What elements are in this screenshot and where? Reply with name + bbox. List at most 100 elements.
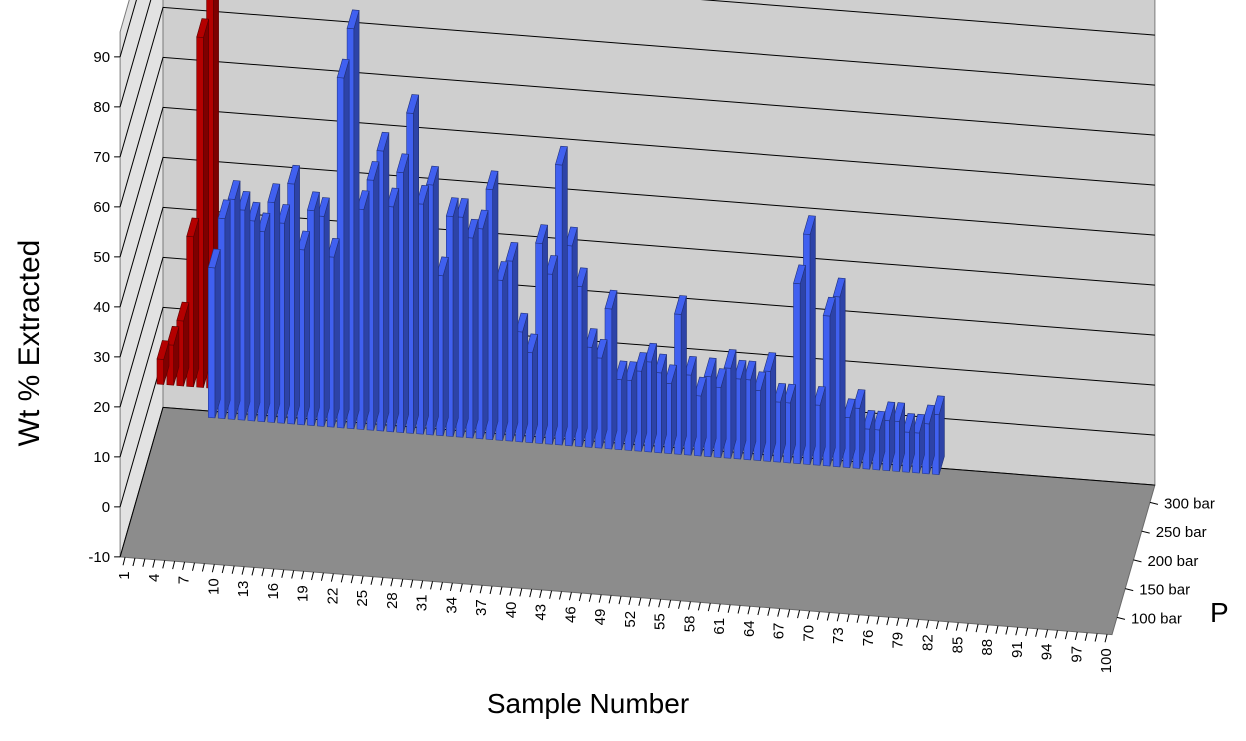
x-tick-label: 64 xyxy=(741,620,758,637)
bar-side xyxy=(353,10,360,429)
bar-top xyxy=(267,183,281,203)
x-tick-mark xyxy=(499,586,503,595)
bar-top xyxy=(156,340,170,360)
x-tick-mark xyxy=(995,625,999,634)
x-tick-mark xyxy=(261,568,265,577)
gridline xyxy=(119,0,1155,108)
bar-side xyxy=(203,19,209,388)
bar-side xyxy=(193,218,200,387)
x-tick-mark xyxy=(777,608,781,617)
bar-top xyxy=(803,215,816,235)
x-tick-mark xyxy=(221,564,225,574)
x-tick-mark xyxy=(836,613,840,622)
x-tick-mark xyxy=(311,571,314,581)
x-tick-label: 94 xyxy=(1038,644,1055,661)
x-tick-mark xyxy=(360,575,364,585)
bar-side xyxy=(264,213,271,422)
y-tick-label: 10 xyxy=(93,449,110,466)
bar-top xyxy=(713,368,727,388)
y-tick-label: 40 xyxy=(93,299,110,316)
bar-top xyxy=(693,376,707,397)
gridline xyxy=(119,206,1155,358)
bar-top xyxy=(227,180,241,200)
bar-front xyxy=(156,358,164,385)
bar-side xyxy=(522,313,529,443)
x-tick-mark xyxy=(648,598,652,607)
x-tick-mark xyxy=(697,602,701,611)
x-tick-mark xyxy=(588,593,592,602)
x-tick-mark xyxy=(152,559,156,568)
bar-side xyxy=(541,225,548,444)
bars-layer xyxy=(156,0,945,476)
x-tick-mark xyxy=(320,572,324,581)
bar-top xyxy=(247,201,261,222)
x-tick-label: 82 xyxy=(919,634,936,651)
x-tick-mark xyxy=(926,620,929,629)
x-tick-mark xyxy=(578,592,582,602)
x-tick-mark xyxy=(945,621,949,630)
bar-side xyxy=(333,238,340,428)
z-tick-mark xyxy=(1125,588,1134,592)
x-tick-mark xyxy=(469,584,473,593)
bar-top xyxy=(902,413,915,433)
x-tick-label: 25 xyxy=(354,590,371,607)
x-tick-mark xyxy=(727,604,731,613)
bar xyxy=(674,295,687,455)
x-tick-mark xyxy=(866,615,870,624)
bar-side xyxy=(343,59,350,429)
x-tick-label: 85 xyxy=(949,637,966,654)
x-tick-mark xyxy=(975,624,979,633)
bar-top xyxy=(515,312,529,333)
x-tick-mark xyxy=(439,582,443,591)
y-tick-label: -10 xyxy=(88,549,110,566)
x-tick-mark xyxy=(618,596,622,605)
bar-side xyxy=(611,290,618,450)
x-tick-mark xyxy=(816,611,820,620)
bar-top xyxy=(594,338,608,359)
bar-side xyxy=(581,268,588,447)
bar-top xyxy=(723,349,737,369)
x-tick-mark xyxy=(846,613,850,623)
x-tick-label: 28 xyxy=(384,592,401,609)
x-tick-label: 97 xyxy=(1068,646,1085,663)
bar-top xyxy=(366,161,380,181)
bar-top xyxy=(753,371,767,392)
x-tick-mark xyxy=(132,557,136,567)
x-tick-mark xyxy=(479,585,483,594)
bar-front xyxy=(208,267,216,419)
bar-top xyxy=(505,241,519,262)
z-tick-mark xyxy=(1149,501,1159,505)
bar-top xyxy=(176,301,190,322)
bar-side xyxy=(462,198,469,438)
x-tick-label: 31 xyxy=(414,595,431,612)
x-tick-label: 67 xyxy=(771,623,788,640)
bar-top xyxy=(436,256,449,277)
bar-top xyxy=(564,226,578,247)
bar-side xyxy=(393,188,400,432)
z-tick-label: 200 bar xyxy=(1147,553,1198,570)
bar-top xyxy=(445,197,459,217)
x-tick-label: 7 xyxy=(176,576,193,584)
x-tick-mark xyxy=(509,587,513,596)
x-tick-mark xyxy=(370,576,374,585)
z-tick-mark xyxy=(1141,530,1150,534)
bar-side xyxy=(323,197,330,427)
z-tick-mark xyxy=(1116,616,1126,620)
x-tick-mark xyxy=(559,591,562,600)
bar-top xyxy=(574,267,588,288)
x-tick-mark xyxy=(886,617,890,626)
x-tick-label: 37 xyxy=(473,599,490,616)
bar-top xyxy=(743,360,757,381)
x-tick-mark xyxy=(400,578,404,588)
bar xyxy=(693,376,707,457)
bar-top xyxy=(872,410,886,431)
bar-side xyxy=(680,295,687,455)
bar-top xyxy=(396,153,410,174)
z-axis-ticks: 100 bar 150 bar 200 bar 250 bar 300 bar xyxy=(1116,495,1215,627)
gridline xyxy=(119,56,1155,208)
x-tick-mark xyxy=(281,569,285,578)
bar-top xyxy=(703,357,717,378)
z-tick-label: 100 bar xyxy=(1131,610,1182,627)
x-tick-mark xyxy=(876,616,880,625)
x-tick-mark xyxy=(668,599,672,609)
